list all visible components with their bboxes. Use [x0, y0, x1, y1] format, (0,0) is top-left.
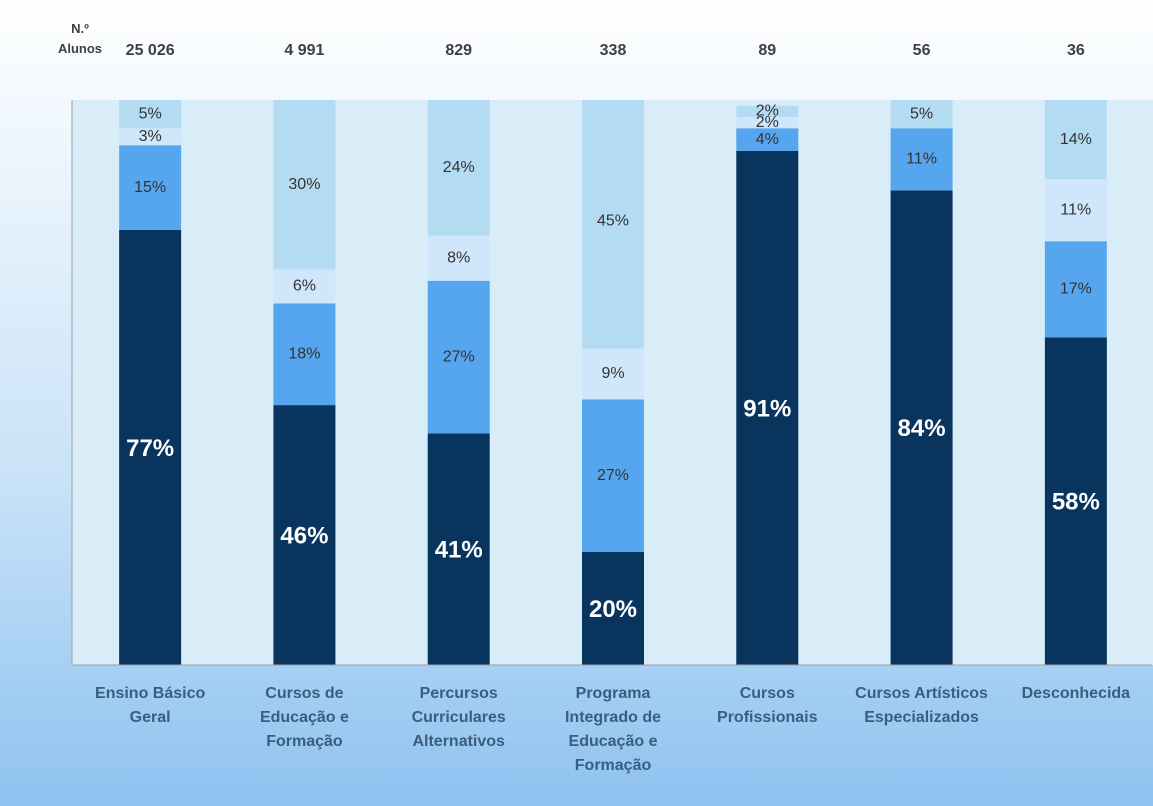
- data-label: 11%: [1060, 201, 1091, 218]
- data-label: 45%: [597, 213, 629, 230]
- category-label: Cursos Artísticos Especializados: [855, 685, 988, 726]
- bar-segment: [582, 552, 644, 665]
- bars: [119, 100, 1107, 665]
- bar-segment: [119, 229, 182, 665]
- bar-segment: [273, 100, 336, 270]
- data-label: 77%: [126, 435, 174, 462]
- bar-segment: [1044, 100, 1107, 180]
- count-label: 89: [758, 42, 776, 59]
- bar-segment: [427, 280, 490, 434]
- bar-segment: [1044, 337, 1107, 665]
- data-label: 15%: [134, 179, 166, 196]
- bar-segment: [890, 190, 953, 665]
- bar-segment: [427, 235, 490, 281]
- data-label: 27%: [597, 467, 629, 484]
- data-label: 91%: [743, 395, 791, 422]
- bar-segment: [273, 405, 336, 665]
- bar-segment: [736, 116, 799, 129]
- data-label: 3%: [139, 128, 162, 145]
- data-label: 2%: [756, 114, 779, 131]
- category-label: Percursos Curriculares Alternativos: [411, 685, 506, 750]
- bar-segment: [427, 100, 490, 236]
- data-label: 18%: [288, 345, 320, 362]
- bar-segment: [273, 269, 336, 304]
- count-label: 338: [600, 42, 627, 59]
- bar-segment: [119, 145, 182, 230]
- data-label: 11%: [906, 151, 937, 168]
- data-label: 9%: [601, 365, 624, 382]
- category-label: Ensino Básico Geral: [95, 685, 206, 726]
- data-label: 20%: [589, 596, 637, 623]
- bar-segment: [1044, 241, 1107, 338]
- data-label: 27%: [443, 348, 475, 365]
- data-label: 8%: [447, 249, 470, 266]
- bar-segment: [119, 100, 182, 129]
- data-label: 46%: [280, 522, 328, 549]
- category-label: Cursos de Educação e Formação: [259, 685, 349, 750]
- header: N.º Alunos: [58, 21, 102, 56]
- category-label: Programa Integrado de Educação e Formaçã…: [564, 685, 661, 774]
- category-label: Cursos Profissionais: [717, 685, 818, 726]
- data-label: 14%: [1060, 131, 1092, 148]
- count-label: 36: [1067, 42, 1085, 59]
- data-label: 84%: [898, 415, 946, 442]
- category-label: Desconhecida: [1021, 685, 1131, 702]
- bar-segment: [890, 100, 953, 129]
- data-label: 6%: [293, 278, 316, 295]
- data-label: 24%: [443, 159, 475, 176]
- bar-segment: [273, 303, 336, 406]
- bar-segment: [736, 105, 799, 117]
- count-label: 829: [445, 42, 472, 59]
- bar-segment: [736, 128, 799, 151]
- data-label: 17%: [1060, 280, 1092, 297]
- bar-segment: [890, 128, 953, 191]
- data-label: 4%: [756, 131, 779, 148]
- bar-segment: [427, 433, 490, 665]
- bar-segment: [1044, 179, 1107, 242]
- bar-segment: [736, 150, 799, 665]
- count-label: 25 026: [126, 42, 175, 59]
- bar-segment: [119, 128, 182, 146]
- data-label: 2%: [756, 103, 779, 120]
- data-label: 58%: [1052, 488, 1100, 515]
- bar-segment: [582, 348, 644, 400]
- bar-segment: [582, 399, 644, 552]
- data-label: 41%: [435, 537, 483, 564]
- data-label: 5%: [910, 105, 933, 122]
- count-label: 56: [913, 42, 931, 59]
- bar-segment: [582, 100, 644, 349]
- count-label: 4 991: [284, 42, 324, 59]
- data-label: 30%: [288, 176, 320, 193]
- data-label: 5%: [139, 105, 162, 122]
